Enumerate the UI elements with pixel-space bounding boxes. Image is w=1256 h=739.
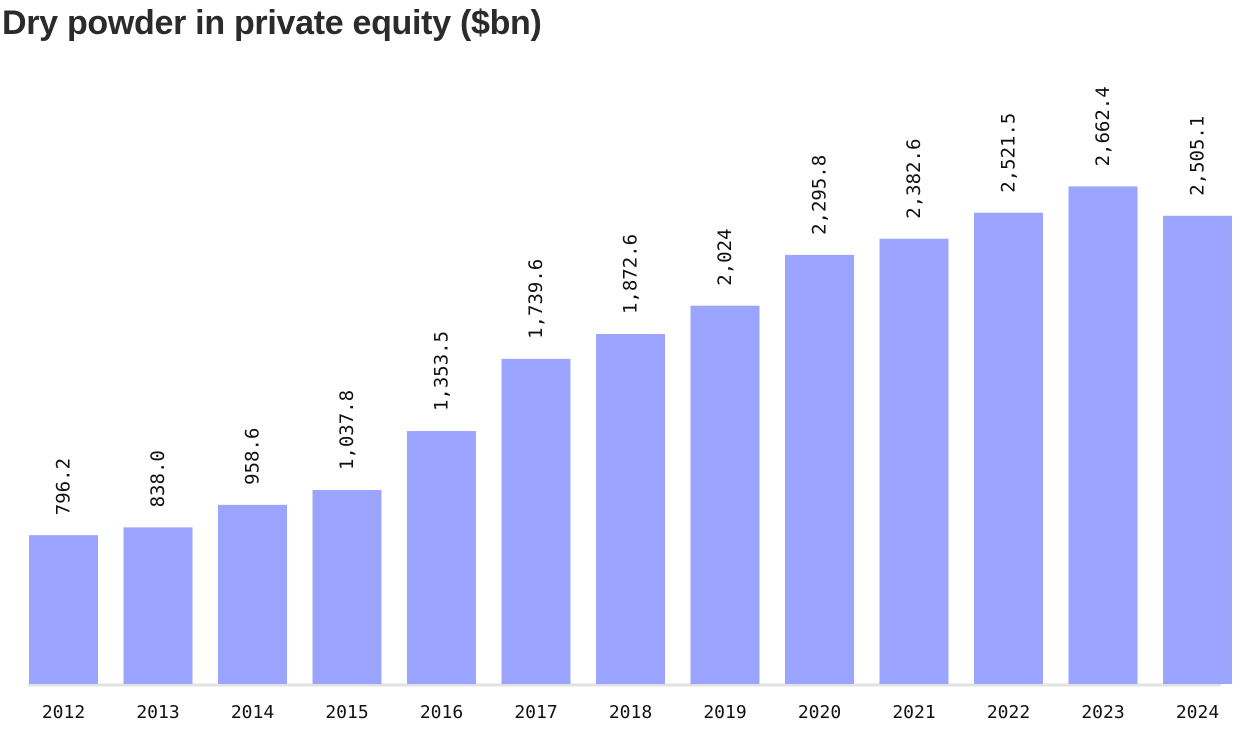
bar-2023 — [1068, 186, 1138, 684]
value-labels-group: 796.2 838.0 958.6 1,037.8 1,353.5 1,739.6 1,87… — [53, 86, 1209, 515]
chart-title: Dry powder in private equity ($bn) — [2, 4, 542, 42]
bar-2021 — [879, 238, 949, 685]
x-tick-labels-group: 2012 2013 2014 2015 2016 2017 2018 2019 2020 2021… — [42, 702, 1219, 723]
value-label-2022: 2,521.5 — [998, 113, 1020, 193]
bars-group — [29, 186, 1232, 685]
x-tick-label-2016: 2016 — [420, 702, 463, 723]
bar-2012 — [29, 535, 98, 684]
value-label-2019: 2,024 — [714, 229, 736, 286]
bar-2024 — [1163, 215, 1232, 684]
x-tick-label-2018: 2018 — [609, 702, 652, 723]
value-label-2015: 1,037.8 — [336, 390, 358, 470]
value-label-2016: 1,353.5 — [431, 331, 453, 411]
value-label-2021: 2,382.6 — [903, 139, 925, 219]
value-label-2018: 1,872.6 — [620, 234, 642, 314]
value-label-2020: 2,295.8 — [809, 155, 831, 235]
x-tick-label-2024: 2024 — [1176, 702, 1219, 723]
x-tick-label-2019: 2019 — [703, 702, 746, 723]
x-tick-label-2012: 2012 — [42, 702, 85, 723]
bar-2016 — [407, 431, 476, 684]
bar-2015 — [312, 490, 382, 684]
x-tick-label-2014: 2014 — [231, 702, 274, 723]
value-label-2012: 796.2 — [53, 458, 75, 515]
value-label-2013: 838.0 — [147, 450, 169, 507]
bar-2014 — [218, 504, 287, 684]
x-tick-label-2020: 2020 — [798, 702, 841, 723]
x-tick-label-2021: 2021 — [892, 702, 935, 723]
x-tick-label-2017: 2017 — [514, 702, 557, 723]
value-label-2023: 2,662.4 — [1092, 86, 1114, 166]
bar-2013 — [123, 527, 193, 684]
x-tick-label-2015: 2015 — [325, 702, 368, 723]
bar-2019 — [690, 305, 760, 684]
bar-2022 — [974, 212, 1043, 684]
value-label-2014: 958.6 — [242, 428, 264, 485]
x-tick-label-2013: 2013 — [136, 702, 179, 723]
bar-2017 — [501, 358, 571, 684]
x-tick-label-2022: 2022 — [987, 702, 1030, 723]
bar-2020 — [785, 254, 854, 685]
bar-2018 — [596, 334, 665, 684]
value-label-2024: 2,505.1 — [1187, 116, 1209, 196]
x-tick-label-2023: 2023 — [1081, 702, 1124, 723]
value-label-2017: 1,739.6 — [525, 259, 547, 339]
